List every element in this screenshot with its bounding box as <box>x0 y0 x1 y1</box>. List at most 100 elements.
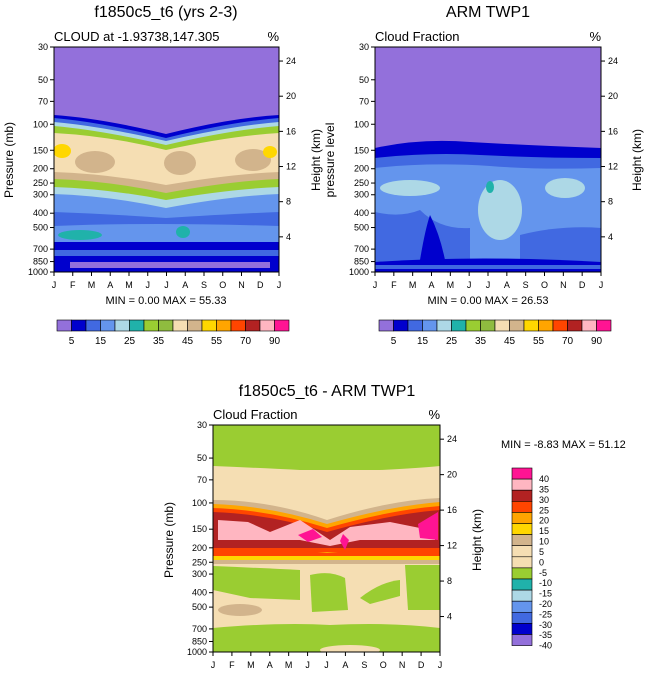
y-tick-label: 250 <box>192 557 207 567</box>
x-tick-label: M <box>247 660 255 670</box>
x-tick-label: D <box>257 280 264 290</box>
colorbar-swatch <box>552 319 568 332</box>
y-tick-right-label: 4 <box>447 612 452 622</box>
x-tick-label: O <box>380 660 387 670</box>
y-tick-right-label: 8 <box>608 197 613 207</box>
colorbar-swatch <box>523 319 539 332</box>
colorbar-swatch <box>511 634 533 646</box>
x-tick-label: J <box>146 280 151 290</box>
colorbar-swatch <box>480 319 496 332</box>
colorbar-label: 5 <box>539 547 544 557</box>
colorbar-label: 15 <box>417 336 429 347</box>
y-tick-label: 200 <box>33 164 48 174</box>
y-tick-label: 200 <box>354 164 369 174</box>
y-tick-right-label: 8 <box>447 576 452 586</box>
colorbar-swatch <box>511 512 533 524</box>
y-tick-label: 50 <box>197 453 207 463</box>
colorbar-swatch <box>230 319 246 332</box>
colorbar-swatch <box>581 319 597 332</box>
colorbar-swatch <box>71 319 87 332</box>
x-tick-label: N <box>399 660 406 670</box>
x-tick-label: M <box>125 280 133 290</box>
colorbar-label: 55 <box>211 336 223 347</box>
colorbar-swatch <box>143 319 159 332</box>
y-tick-label: 1000 <box>349 267 369 277</box>
y-tick-label: 850 <box>192 636 207 646</box>
colorbar-label: 35 <box>475 336 487 347</box>
x-tick-label: A <box>267 660 273 670</box>
y-tick-right-label: 24 <box>286 56 296 66</box>
colorbar-swatch <box>129 319 145 332</box>
colorbar-label: 25 <box>446 336 458 347</box>
colorbar-swatch <box>511 600 533 613</box>
panel-3-ylabel-right: Height (km) <box>470 509 484 571</box>
y-tick-label: 250 <box>354 178 369 188</box>
colorbar-swatch <box>451 319 467 332</box>
y-tick-right-label: 16 <box>286 126 296 136</box>
y-tick-label: 100 <box>354 119 369 129</box>
colorbar-label: 55 <box>533 336 545 347</box>
y-tick-right-label: 4 <box>608 232 613 242</box>
x-tick-label: F <box>391 280 397 290</box>
y-tick-right-label: 12 <box>286 162 296 172</box>
colorbar-label: 45 <box>182 336 194 347</box>
panel-2-y-ticks-right: 24 20 16 12 8 4 <box>601 56 618 242</box>
y-tick-right-label: 12 <box>608 162 618 172</box>
panel-1-subtitle-left: CLOUD at -1.93738,147.305 <box>54 29 220 44</box>
colorbar-swatch <box>378 319 394 332</box>
colorbar-swatch <box>216 319 232 332</box>
colorbar-label: 90 <box>591 336 603 347</box>
x-tick-label: A <box>428 280 434 290</box>
colorbar-label: -5 <box>539 568 547 578</box>
y-tick-label: 250 <box>33 178 48 188</box>
x-tick-label: M <box>88 280 96 290</box>
colorbar-swatch <box>511 523 533 535</box>
colorbar-label: -10 <box>539 578 552 588</box>
x-tick-label: S <box>361 660 367 670</box>
panel-1-ylabel: Pressure (mb) <box>2 122 16 198</box>
x-tick-label: J <box>52 280 57 290</box>
colorbar-swatch <box>465 319 481 332</box>
colorbar-swatch <box>511 489 533 502</box>
y-tick-label: 300 <box>192 569 207 579</box>
x-tick-label: A <box>504 280 510 290</box>
colorbar-label: 30 <box>539 495 549 505</box>
colorbar-swatch <box>407 319 423 332</box>
panel-2-ylabel-right: Height (km) <box>630 129 644 191</box>
y-tick-label: 100 <box>33 119 48 129</box>
x-tick-label: M <box>285 660 293 670</box>
y-tick-right-label: 20 <box>447 470 457 480</box>
x-tick-label: O <box>219 280 226 290</box>
colorbar-label: 20 <box>539 516 549 526</box>
panel-2-title: ARM TWP1 <box>446 4 530 21</box>
y-tick-label: 150 <box>33 145 48 155</box>
x-tick-label: A <box>182 280 188 290</box>
x-tick-label: S <box>201 280 207 290</box>
y-tick-label: 70 <box>359 96 369 106</box>
y-tick-right-label: 16 <box>608 126 618 136</box>
colorbar-swatch <box>511 556 533 569</box>
panel-model: f1850c5_t6 (yrs 2-3) CLOUD at -1.93738,1… <box>2 4 323 347</box>
colorbar-swatch <box>596 319 612 332</box>
colorbar-swatch <box>511 467 533 480</box>
y-tick-label: 1000 <box>187 647 207 657</box>
y-tick-right-label: 16 <box>447 505 457 515</box>
y-tick-label: 30 <box>359 42 369 52</box>
x-tick-label: J <box>324 660 329 670</box>
y-tick-label: 400 <box>354 208 369 218</box>
colorbar-swatch <box>158 319 174 332</box>
panel-1-subtitle-right: % <box>267 29 279 44</box>
y-tick-label: 850 <box>354 257 369 267</box>
x-tick-label: J <box>305 660 310 670</box>
panel-1-y-ticks-right: 24 20 16 12 8 4 <box>279 56 296 242</box>
y-tick-label: 700 <box>33 244 48 254</box>
y-tick-label: 100 <box>192 498 207 508</box>
y-tick-label: 150 <box>192 524 207 534</box>
x-tick-label: J <box>373 280 378 290</box>
panel-2-subtitle-left: Cloud Fraction <box>375 29 460 44</box>
y-tick-label: 300 <box>354 190 369 200</box>
colorbar-label: 5 <box>69 336 75 347</box>
y-tick-label: 200 <box>192 543 207 553</box>
